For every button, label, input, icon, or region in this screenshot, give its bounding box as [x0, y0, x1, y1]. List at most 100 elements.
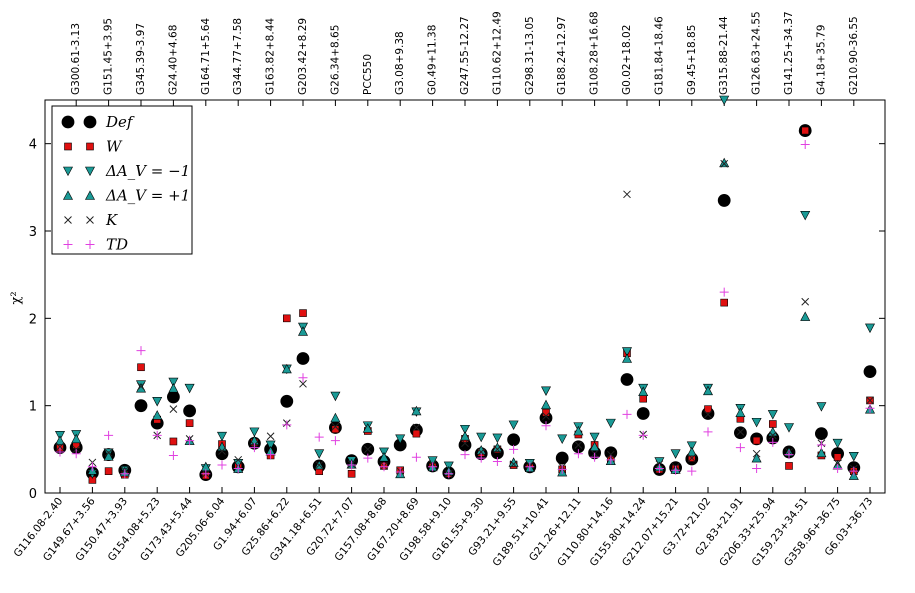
- point-TD: [476, 453, 486, 463]
- point-W: [137, 363, 145, 372]
- point-dAv-1: [427, 456, 438, 466]
- point-dAv-1: [557, 434, 568, 444]
- x-tick-label-top: G298.31-13.05: [524, 16, 536, 95]
- series-TD: [55, 140, 875, 479]
- point-W: [185, 419, 194, 427]
- x-tick-label-top: G24.40+4.68: [167, 25, 179, 95]
- point-dAv-1: [589, 432, 600, 443]
- point-TD: [266, 450, 276, 460]
- point-TD: [314, 432, 324, 442]
- point-TD: [363, 453, 373, 463]
- x-tick-label-top: G315.88-21.44: [718, 16, 730, 95]
- point-dAv-1: [767, 410, 778, 420]
- point-dAv-1: [541, 386, 551, 396]
- point-dAv-1: [249, 427, 260, 438]
- point-dAv-1: [152, 396, 163, 407]
- point-K: [704, 410, 712, 419]
- point-K: [736, 428, 745, 436]
- point-Def: [620, 373, 634, 386]
- point-TD: [573, 449, 583, 459]
- point-K: [218, 447, 226, 455]
- point-TD: [703, 427, 713, 437]
- data-points: [53, 95, 877, 484]
- point-TD: [379, 462, 389, 472]
- x-tick-label-bottom: G358.96+36.75: [782, 495, 843, 568]
- point-Def: [280, 394, 294, 408]
- point-dAv-1: [217, 431, 227, 442]
- point-W: [801, 126, 810, 135]
- x-tick-label-top: G126.63+24.55: [751, 11, 763, 95]
- point-TD: [201, 469, 211, 479]
- point-W: [785, 462, 793, 470]
- point-TD: [865, 403, 875, 413]
- point-TD: [671, 465, 681, 475]
- point-W: [704, 405, 712, 413]
- point-dAv-1: [265, 440, 276, 451]
- point-TD: [654, 464, 664, 474]
- y-tick-label: 4: [29, 138, 37, 153]
- point-W: [299, 309, 307, 317]
- point-TD: [752, 464, 762, 474]
- point-W: [282, 314, 291, 323]
- point-dAv-1: [848, 452, 859, 462]
- x-tick-label-top: G110.62+12.49: [491, 11, 503, 95]
- point-TD: [638, 430, 648, 440]
- x-tick-label-top: G4.18+35.79: [815, 25, 827, 95]
- point-dAv-1: [508, 420, 519, 431]
- point-TD: [719, 287, 729, 297]
- point-dAv-1: [686, 441, 697, 451]
- point-TD: [784, 450, 794, 460]
- point-dAv-1: [800, 210, 811, 221]
- y-tick-label: 1: [29, 400, 37, 415]
- point-TD: [152, 430, 162, 440]
- x-tick-label-top: G300.61-3.13: [70, 23, 82, 95]
- point-Def: [815, 427, 828, 441]
- point-TD: [557, 464, 567, 474]
- point-dAv-1: [784, 423, 794, 433]
- point-dAv+1: [800, 311, 811, 321]
- point-K: [104, 448, 113, 457]
- x-tick-label-top: G26.34+8.65: [329, 25, 341, 95]
- legend-marker-dAv+1: [85, 190, 95, 200]
- legend-label-TD: TD: [106, 236, 128, 254]
- point-TD: [185, 436, 195, 446]
- point-W: [639, 394, 648, 403]
- y-tick-label: 2: [29, 312, 37, 327]
- point-TD: [249, 443, 259, 453]
- point-dAv-1: [719, 95, 730, 106]
- point-dAv+1: [573, 425, 584, 436]
- x-tick-label-top: G3.08+9.38: [394, 31, 406, 95]
- point-TD: [525, 462, 535, 472]
- point-TD: [411, 452, 421, 462]
- legend-label-K: K: [105, 211, 118, 229]
- legend-label-Def: Def: [105, 113, 135, 131]
- point-Def: [555, 451, 569, 465]
- x-tick-label-top: G210.90-36.55: [848, 16, 860, 95]
- point-dAv+1: [330, 412, 341, 423]
- point-TD: [395, 467, 405, 477]
- point-TD: [104, 430, 114, 440]
- x-tick-label-top: G0.49+11.38: [427, 25, 439, 95]
- point-Def: [183, 404, 197, 418]
- point-dAv+1: [816, 447, 827, 458]
- x-tick-label-top: G9.45+18.85: [686, 25, 698, 95]
- point-K: [137, 382, 145, 391]
- point-dAv+1: [103, 451, 114, 461]
- x-tick-label-bottom: G189.51+10.41: [490, 495, 551, 568]
- x-tick-label-top: G151.45+3.95: [103, 18, 115, 95]
- point-K: [299, 379, 307, 388]
- point-dAv-1: [816, 402, 827, 412]
- point-Def: [166, 390, 180, 404]
- point-K: [461, 439, 469, 448]
- point-dAv-1: [670, 449, 681, 459]
- point-dAv+1: [589, 441, 600, 452]
- point-dAv-1: [832, 438, 843, 449]
- point-W: [104, 467, 113, 475]
- point-TD: [735, 443, 745, 453]
- point-Def: [296, 352, 310, 365]
- point-TD: [509, 444, 519, 454]
- point-TD: [833, 464, 843, 474]
- point-TD: [120, 469, 130, 479]
- legend-label-dAv+1: ΔA_V = +1: [105, 187, 190, 205]
